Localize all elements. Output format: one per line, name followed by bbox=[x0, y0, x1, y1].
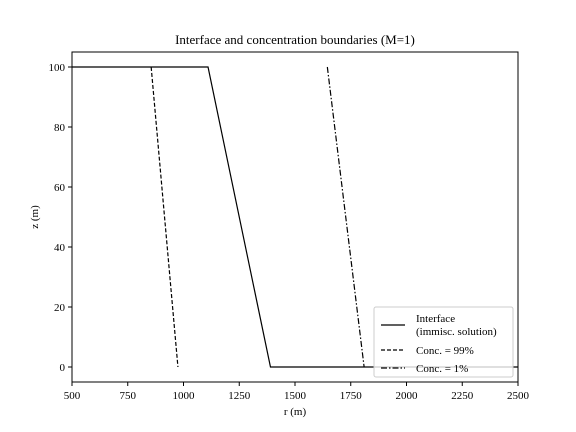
series-line-1 bbox=[150, 66, 179, 368]
x-tick-label: 1000 bbox=[173, 390, 196, 402]
x-tick-label: 750 bbox=[120, 390, 137, 402]
x-tick-label: 2250 bbox=[451, 390, 474, 402]
y-tick-label: 60 bbox=[54, 182, 66, 194]
x-tick-label: 500 bbox=[64, 390, 81, 402]
y-tick-label: 100 bbox=[49, 62, 66, 74]
y-axis: 0 20 40 60 80 100 bbox=[49, 62, 72, 374]
series-line-2 bbox=[326, 66, 365, 368]
legend-label-conc-1: Conc. = 1% bbox=[416, 363, 468, 375]
y-axis-label: z (m) bbox=[29, 205, 41, 229]
x-axis-label: r (m) bbox=[284, 406, 307, 418]
y-tick-label: 80 bbox=[54, 122, 66, 134]
legend-box bbox=[373, 306, 514, 378]
x-tick-label: 1500 bbox=[284, 390, 307, 402]
legend-label-interface-line2: (immisc. solution) bbox=[416, 326, 497, 338]
legend: Interface (immisc. solution) Conc. = 99%… bbox=[373, 306, 514, 378]
legend-label-conc-99: Conc. = 99% bbox=[416, 345, 474, 357]
x-tick-label: 2500 bbox=[507, 390, 530, 402]
x-tick-label: 1250 bbox=[228, 390, 251, 402]
y-tick-label: 20 bbox=[54, 302, 66, 314]
y-tick-label: 0 bbox=[60, 362, 66, 374]
y-tick-label: 40 bbox=[54, 242, 66, 254]
x-tick-label: 2000 bbox=[396, 390, 419, 402]
x-tick-label: 1750 bbox=[340, 390, 363, 402]
chart-title: Interface and concentration boundaries (… bbox=[175, 32, 415, 47]
x-axis: 500 750 1000 1250 1500 1750 2000 2250 2500 bbox=[64, 382, 530, 402]
legend-label-interface: Interface bbox=[416, 313, 455, 325]
